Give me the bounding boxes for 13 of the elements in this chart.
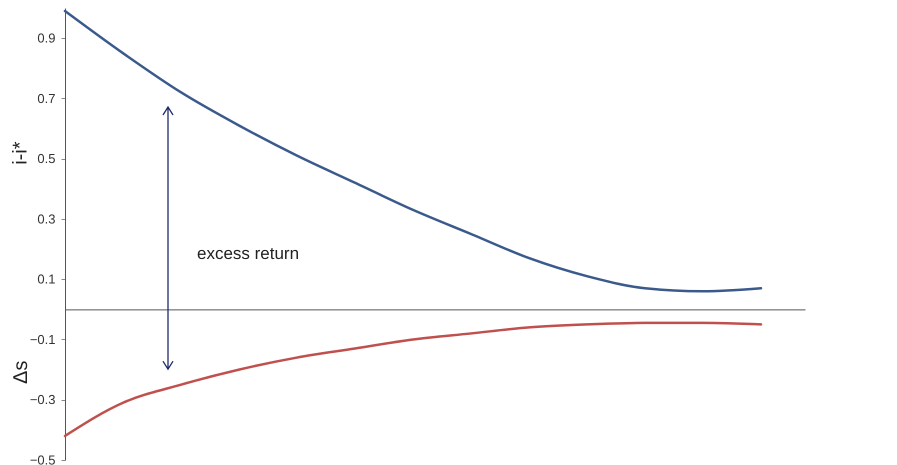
line-series bbox=[64, 322, 762, 438]
y-tick-label: 0.9 bbox=[37, 30, 56, 46]
y-tick-label: 0.7 bbox=[37, 90, 56, 106]
y-tick-label: 0.3 bbox=[37, 211, 56, 226]
text: Δs bbox=[10, 360, 33, 384]
y-tick-label: −0.5 bbox=[30, 452, 56, 465]
y-tick-label: −0.3 bbox=[30, 392, 56, 408]
y-tick-label: 0.5 bbox=[37, 151, 56, 166]
annotation: excess return bbox=[197, 244, 300, 264]
y-axis-title: i-i* bbox=[10, 141, 32, 165]
y-tick-label: −0.1 bbox=[30, 332, 56, 347]
line-series bbox=[64, 10, 762, 293]
y-tick-label: 0.1 bbox=[37, 272, 56, 287]
